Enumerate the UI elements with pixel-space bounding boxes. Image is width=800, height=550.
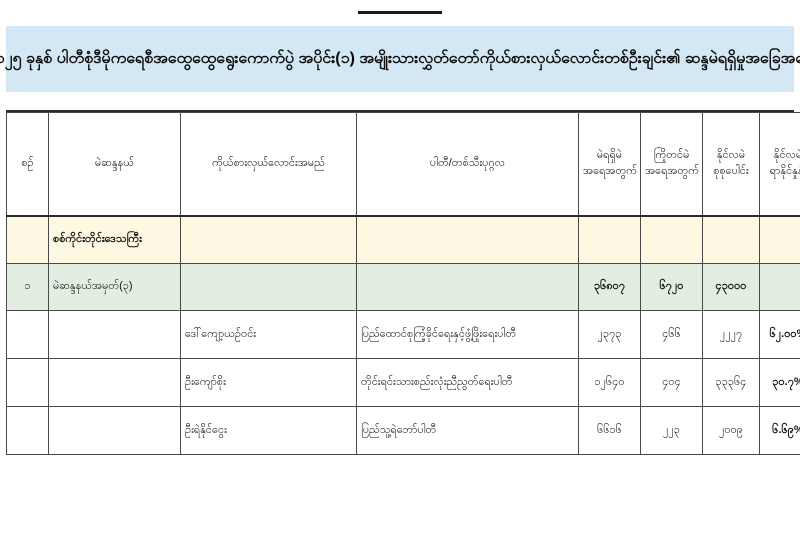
- cell-no: [6, 310, 49, 359]
- cell-no: [6, 358, 49, 407]
- cell-votes: ၁၂၆၄၀: [578, 358, 641, 407]
- column-header-percent: နိုင်လမဲ ရာနိုင်နှုန်း: [759, 112, 800, 217]
- table-row[interactable]: ဦးကျော်စိုး တိုင်းရင်းသားစည်းလုံးညီညွတ်ရ…: [6, 358, 800, 407]
- column-header-no-line1: စဉ်: [21, 157, 34, 170]
- cell-party: တိုင်းရင်းသားစည်းလုံးညီညွတ်ရေးပါတီ: [356, 358, 579, 407]
- cell-constituency-name: [48, 310, 181, 359]
- cell-percent: [759, 215, 800, 264]
- column-header-advance-votes-line1: ကြိုတင်မဲ: [653, 149, 690, 162]
- cell-party: [356, 263, 579, 311]
- column-header-votes-line1: မဲရရှိမဲ: [596, 149, 623, 162]
- cell-party: ပြည်သူ့ရဲဘော်ပါတီ: [356, 406, 579, 455]
- table-row-region[interactable]: စစ်ကိုင်းတိုင်းဒေသကြီး: [6, 215, 800, 264]
- cell-region-name: စစ်ကိုင်းတိုင်းဒေသကြီး: [48, 215, 181, 264]
- cell-percent: ၆.၆၉%: [759, 406, 800, 455]
- cell-party: ပြည်ထောင်စုကြံ့ခိုင်ရေးနှင့်ဖွံ့ဖြိုးရေး…: [356, 310, 579, 359]
- column-header-total-votes-line1: နိုင်လမဲ: [716, 149, 746, 162]
- column-header-party: ပါတီ/တစ်သီးပုဂ္ဂလ: [356, 112, 579, 217]
- title-banner: ၂၀၂၅ ခုနှစ် ပါတီစုံဒီမိုကရေစီအထွေထွေရွေး…: [0, 26, 800, 92]
- table-body: စစ်ကိုင်းတိုင်းဒေသကြီး ၁ မဲဆန္ဒနယ်အမှတ်(…: [6, 215, 800, 455]
- divider-mark-icon: [358, 11, 442, 14]
- cell-votes: ၂၃၇၃: [578, 310, 641, 359]
- results-table-container: စဉ် မဲဆန္ဒနယ် ကိုယ်စားလှယ်လောင်းအမည် ပါတ…: [6, 110, 800, 455]
- cell-percent: ၃၀.၇%: [759, 358, 800, 407]
- cell-percent: [759, 263, 800, 311]
- cell-candidate: [180, 215, 357, 264]
- cell-advance-votes: [640, 215, 703, 264]
- column-header-total-votes-line2: စုစုပေါင်း: [713, 165, 749, 177]
- page-top-marker: [0, 0, 800, 14]
- cell-advance-votes: ၆၇၂၀: [640, 263, 703, 311]
- cell-no: [6, 406, 49, 455]
- column-header-candidate-name: ကိုယ်စားလှယ်လောင်းအမည်: [180, 112, 357, 217]
- cell-advance-votes: ၄၀၄: [640, 358, 703, 407]
- cell-total-votes: ၂၀၀၉: [702, 406, 760, 455]
- cell-constituency-name: မဲဆန္ဒနယ်အမှတ်(၃): [48, 263, 181, 311]
- table-row[interactable]: ဒေါ်ကျော့ယဉ်ဝင်း ပြည်ထောင်စုကြံ့ခိုင်ရေး…: [6, 310, 800, 359]
- cell-votes: ၃၆၈၀၇: [578, 263, 641, 311]
- cell-votes: ၆၆၁၆: [578, 406, 641, 455]
- cell-constituency-name: [48, 406, 181, 455]
- column-header-total-votes: နိုင်လမဲ စုစုပေါင်း: [702, 112, 760, 217]
- cell-advance-votes: ၄၆၆: [640, 310, 703, 359]
- election-results-table: စဉ် မဲဆန္ဒနယ် ကိုယ်စားလှယ်လောင်းအမည် ပါတ…: [6, 112, 800, 455]
- column-header-percent-line2: ရာနိုင်နှုန်း: [769, 165, 800, 177]
- cell-candidate: ဦးရဲနိုင်ငွေး: [180, 406, 357, 455]
- column-header-party-line1: ပါတီ/တစ်သီးပုဂ္ဂလ: [429, 157, 506, 170]
- column-header-constituency-line1: မဲဆန္ဒနယ်: [95, 157, 134, 170]
- cell-total-votes: ၃၃၃၆၄: [702, 358, 760, 407]
- cell-total-votes: ၂၂၂၇: [702, 310, 760, 359]
- table-row-constituency[interactable]: ၁ မဲဆန္ဒနယ်အမှတ်(၃) ၃၆၈၀၇ ၆၇၂၀ ၄၃၀၀၀: [6, 263, 800, 311]
- cell-total-votes: [702, 215, 760, 264]
- cell-percent: ၆၂.၀၀%: [759, 310, 800, 359]
- cell-no: [6, 215, 49, 264]
- cell-advance-votes: ၂၂၃: [640, 406, 703, 455]
- page-title: ၂၀၂၅ ခုနှစ် ပါတီစုံဒီမိုကရေစီအထွေထွေရွေး…: [0, 50, 800, 67]
- column-header-advance-votes-line2: အရေအတွက်: [645, 165, 699, 177]
- cell-party: [356, 215, 579, 264]
- cell-constituency-name: [48, 358, 181, 407]
- cell-candidate: ဒေါ်ကျော့ယဉ်ဝင်း: [180, 310, 357, 359]
- column-header-votes-line2: အရေအတွက်: [583, 165, 637, 177]
- table-header: စဉ် မဲဆန္ဒနယ် ကိုယ်စားလှယ်လောင်းအမည် ပါတ…: [6, 112, 800, 217]
- cell-candidate: ဦးကျော်စိုး: [180, 358, 357, 407]
- column-header-no: စဉ်: [6, 112, 49, 217]
- table-header-row: စဉ် မဲဆန္ဒနယ် ကိုယ်စားလှယ်လောင်းအမည် ပါတ…: [6, 112, 800, 217]
- cell-votes: [578, 215, 641, 264]
- column-header-candidate-name-line1: ကိုယ်စားလှယ်လောင်းအမည်: [212, 157, 325, 170]
- cell-total-votes: ၄၃၀၀၀: [702, 263, 760, 311]
- column-header-votes: မဲရရှိမဲ အရေအတွက်: [578, 112, 641, 217]
- cell-no: ၁: [6, 263, 49, 311]
- column-header-constituency: မဲဆန္ဒနယ်: [48, 112, 181, 217]
- column-header-percent-line1: နိုင်လမဲ: [773, 149, 800, 162]
- cell-candidate: [180, 263, 357, 311]
- table-row[interactable]: ဦးရဲနိုင်ငွေး ပြည်သူ့ရဲဘော်ပါတီ ၆၆၁၆ ၂၂၃…: [6, 406, 800, 455]
- column-header-advance-votes: ကြိုတင်မဲ အရေအတွက်: [640, 112, 703, 217]
